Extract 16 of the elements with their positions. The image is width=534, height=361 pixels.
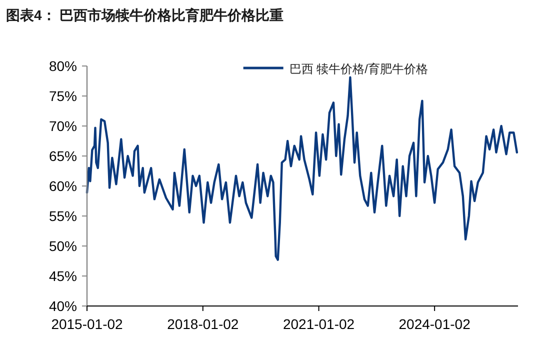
x-tick-label: 2021-01-02 bbox=[282, 316, 355, 332]
y-tick-label: 70% bbox=[48, 118, 77, 134]
x-tick-label: 2015-01-02 bbox=[51, 316, 124, 332]
x-tick-label: 2018-01-02 bbox=[167, 316, 239, 332]
y-tick-label: 55% bbox=[48, 208, 77, 224]
y-tick-label: 40% bbox=[48, 298, 77, 314]
title: 图表4： 巴西市场犊牛价格比育肥牛价格比重 bbox=[6, 7, 284, 23]
y-tick-label: 65% bbox=[48, 148, 77, 164]
y-tick-label: 45% bbox=[48, 268, 77, 284]
y-tick-label: 50% bbox=[48, 238, 77, 254]
y-tick-label: 80% bbox=[48, 58, 77, 74]
legend: 巴西 犊牛价格/育肥牛价格 bbox=[243, 62, 428, 76]
x-tick-label: 2024-01-02 bbox=[398, 316, 471, 332]
y-tick-label: 75% bbox=[48, 88, 77, 104]
y-tick-label: 60% bbox=[48, 178, 77, 194]
legend-label: 巴西 犊牛价格/育肥牛价格 bbox=[289, 62, 428, 76]
